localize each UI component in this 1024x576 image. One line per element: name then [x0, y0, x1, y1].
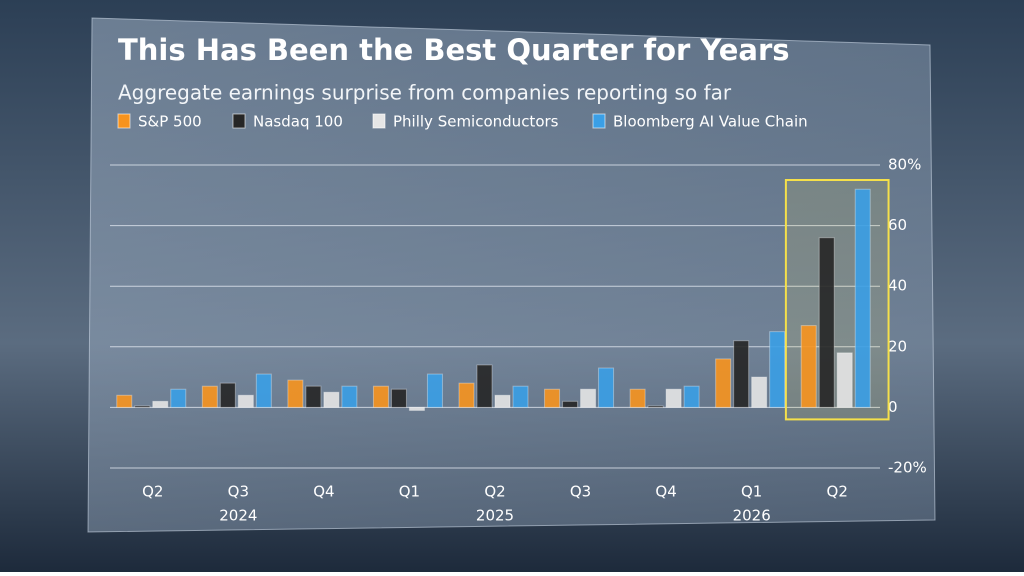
bar [323, 391, 340, 408]
x-tick-label: Q2 [484, 483, 505, 501]
legend-swatch [592, 113, 606, 129]
legend-label: Nasdaq 100 [253, 113, 343, 131]
bar [341, 385, 358, 408]
bar [751, 376, 768, 408]
bar [647, 405, 664, 408]
y-tick-label: 60 [888, 216, 907, 234]
bar [683, 385, 700, 408]
x-tick-label: Q1 [399, 483, 420, 501]
bar [800, 325, 817, 408]
legend-swatch [232, 113, 246, 129]
bar [219, 382, 236, 408]
x-tick-label: Q3 [570, 483, 591, 501]
bar [544, 388, 561, 408]
x-year-label: 2025 [476, 507, 514, 525]
bar [665, 388, 682, 408]
x-tick-label: Q4 [655, 483, 676, 501]
bar [458, 382, 475, 408]
bar [715, 358, 732, 408]
legend-swatch [372, 113, 386, 129]
x-year-label: 2024 [219, 507, 257, 525]
bar [854, 188, 871, 408]
bar [134, 405, 151, 408]
bar [287, 379, 304, 408]
legend-swatch [117, 113, 131, 129]
bar [170, 388, 187, 408]
bar [152, 400, 169, 408]
bar [426, 373, 443, 408]
bar [390, 388, 407, 408]
x-tick-label: Q3 [228, 483, 249, 501]
x-year-label: 2026 [733, 507, 771, 525]
bar [494, 394, 511, 408]
bar [116, 394, 133, 408]
y-tick-label: 40 [888, 277, 907, 295]
bar [237, 394, 254, 408]
x-tick-label: Q2 [827, 483, 848, 501]
legend-label: S&P 500 [138, 113, 202, 131]
y-tick-label: 80% [888, 156, 921, 174]
chart-title: This Has Been the Best Quarter for Years [118, 33, 790, 67]
x-tick-label: Q2 [142, 483, 163, 501]
bar [629, 388, 646, 408]
bar [372, 385, 389, 408]
bar [769, 331, 786, 408]
bar [408, 406, 425, 411]
x-tick-label: Q4 [313, 483, 334, 501]
y-tick-label: 0 [888, 398, 898, 416]
x-tick-label: Q1 [741, 483, 762, 501]
bar [598, 367, 615, 408]
chart-subtitle: Aggregate earnings surprise from compani… [118, 81, 732, 105]
bar [476, 364, 493, 408]
bar [836, 352, 853, 408]
legend-label: Bloomberg AI Value Chain [613, 113, 808, 131]
bar [512, 385, 529, 408]
y-tick-label: 20 [888, 337, 907, 355]
bar [733, 340, 750, 408]
bar [305, 385, 322, 408]
bar [562, 400, 579, 408]
bar [580, 388, 597, 408]
legend-label: Philly Semiconductors [393, 113, 559, 131]
bar [201, 385, 218, 408]
legend: S&P 500 Nasdaq 100 Philly Semiconductors Bl… [117, 113, 808, 131]
bar [255, 373, 272, 408]
bar [818, 237, 835, 408]
y-tick-label: -20% [888, 459, 927, 477]
